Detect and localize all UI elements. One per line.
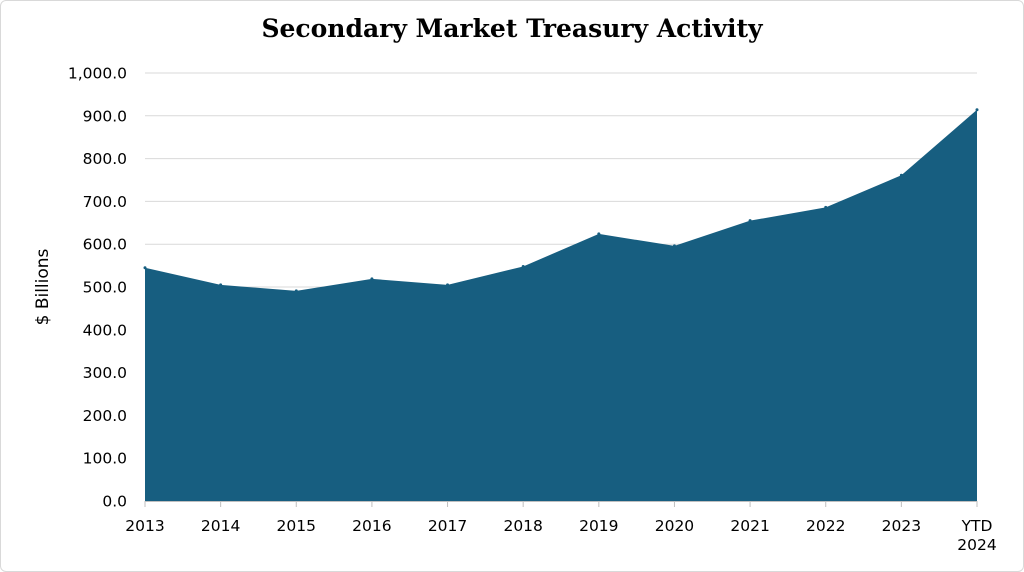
y-tick-label: 200.0	[83, 407, 127, 425]
y-tick-label: 1,000.0	[68, 65, 127, 83]
y-tick-label: 900.0	[83, 107, 127, 125]
chart-title: Secondary Market Treasury Activity	[261, 14, 763, 43]
data-point	[975, 108, 979, 112]
y-tick-label: 800.0	[83, 150, 127, 168]
data-point	[899, 173, 903, 177]
data-point	[521, 264, 525, 268]
series-area-group	[143, 108, 979, 502]
data-point	[597, 232, 601, 236]
series-area	[145, 109, 977, 502]
data-point	[294, 289, 298, 293]
y-tick-label: 100.0	[83, 450, 127, 468]
y-axis-title: $ Billions	[33, 248, 53, 325]
y-tick-label: 300.0	[83, 364, 127, 382]
y-tick-label: 500.0	[83, 279, 127, 297]
data-point	[824, 205, 828, 209]
x-tick-labels: 2013 2014 2015 2016 2017 2018 2019 2020 2021 2022…	[125, 517, 996, 554]
x-tick-label: 2015	[277, 517, 316, 535]
x-tick-label: 2014	[201, 517, 240, 535]
x-tick-label: 2023	[882, 517, 921, 535]
data-point	[748, 219, 752, 223]
x-tick-label: 2018	[503, 517, 542, 535]
y-tick-label: 400.0	[83, 321, 127, 339]
y-tick-label: 600.0	[83, 236, 127, 254]
data-point	[446, 283, 450, 287]
x-tick-label: 2020	[655, 517, 694, 535]
x-tick-label: 2019	[579, 517, 618, 535]
x-tick-label: YTD 2024	[957, 517, 996, 554]
y-tick-label: 700.0	[83, 193, 127, 211]
data-point	[370, 277, 374, 281]
data-point	[143, 266, 147, 270]
x-tick-label: 2016	[352, 517, 391, 535]
y-tick-labels: 0.0 100.0 200.0 300.0 400.0 500.0 600.0 700.0 80…	[68, 65, 127, 511]
y-tick-label: 0.0	[102, 493, 127, 511]
data-point	[219, 283, 223, 287]
x-tick-label: 2021	[730, 517, 769, 535]
x-tick-label: 2017	[428, 517, 467, 535]
x-tick-label: 2022	[806, 517, 845, 535]
x-axis	[144, 501, 978, 507]
x-tick-label: 2013	[125, 517, 164, 535]
data-point	[672, 244, 676, 248]
